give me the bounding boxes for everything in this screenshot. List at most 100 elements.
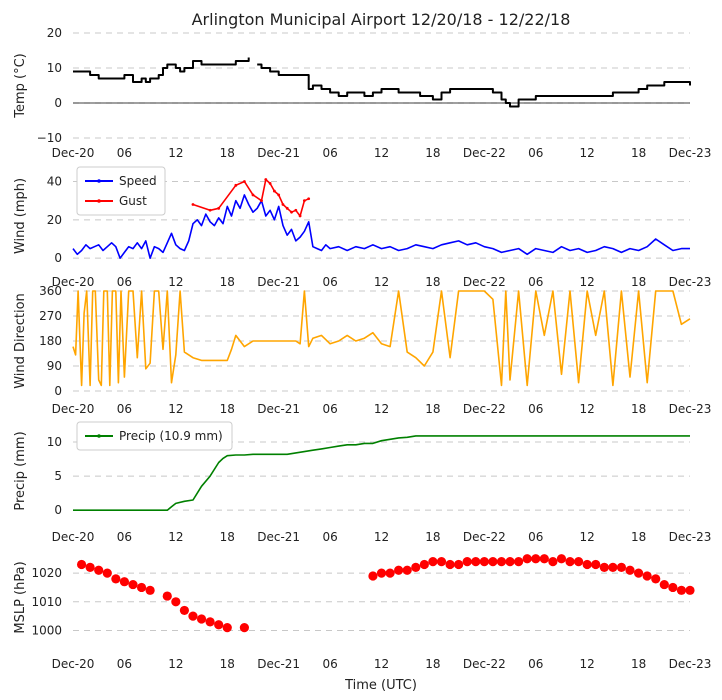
x-tick-label: 12 (374, 402, 389, 416)
point-gust (260, 199, 263, 203)
x-tick-label: 18 (631, 530, 646, 544)
x-tick-label: 12 (168, 657, 183, 671)
y-tick-label: 20 (47, 213, 62, 227)
point-mslp (402, 565, 412, 575)
x-tick-label: 06 (322, 657, 337, 671)
point-gust (242, 180, 246, 183)
x-tick-label: 12 (580, 530, 595, 544)
point-mslp (599, 562, 609, 572)
x-tick-label: 12 (374, 530, 389, 544)
series-line-direction (72, 290, 691, 387)
y-tick-label: −10 (37, 131, 62, 145)
x-tick-label: Dec-23 (669, 275, 712, 289)
point-mslp (145, 585, 155, 595)
point-mslp (214, 620, 224, 630)
point-mslp (582, 559, 592, 570)
point-mslp (205, 617, 215, 627)
y-tick-label: 1020 (31, 566, 62, 580)
y-tick-label: 5 (54, 469, 62, 483)
x-tick-label: 12 (168, 146, 183, 160)
point-mslp (505, 557, 515, 567)
point-mslp (76, 559, 87, 570)
x-tick-label: Dec-23 (669, 402, 712, 416)
point-gust (264, 178, 268, 181)
point-mslp (556, 554, 567, 564)
point-mslp (676, 585, 687, 595)
point-gust (281, 203, 285, 206)
y-tick-label: 0 (54, 96, 62, 110)
point-mslp (111, 574, 121, 584)
y-tick-label: 1000 (31, 624, 62, 638)
x-tick-label: Dec-20 (52, 275, 95, 289)
point-mslp (462, 557, 472, 567)
point-mslp (496, 557, 507, 567)
point-mslp (479, 557, 489, 567)
point-mslp (222, 623, 232, 633)
x-tick-label: 12 (374, 275, 389, 289)
series-line-precip (73, 435, 690, 511)
x-tick-label: Dec-20 (52, 146, 95, 160)
legend-marker (97, 434, 101, 438)
point-gust (298, 214, 302, 218)
legend-box (76, 166, 166, 216)
x-tick-label: 12 (168, 275, 183, 289)
y-axis-label: Precip (mm) (13, 431, 28, 510)
x-tick-label: 12 (374, 146, 389, 160)
x-tick-label: Dec-20 (52, 402, 95, 416)
x-tick-label: 12 (580, 657, 595, 671)
point-mslp (668, 582, 678, 593)
y-tick-label: 90 (47, 359, 62, 373)
point-mslp (531, 554, 541, 564)
y-tick-label: 40 (47, 175, 62, 189)
point-mslp (642, 571, 652, 581)
series-line-speed (72, 194, 690, 259)
y-tick-label: 1010 (31, 595, 62, 609)
x-axis-label: Time (UTC) (344, 678, 417, 693)
y-axis-label: Wind Direction (13, 293, 28, 389)
point-gust (251, 193, 255, 197)
x-tick-label: 12 (168, 402, 183, 416)
y-tick-label: 0 (54, 384, 62, 398)
y-axis-label: MSLP (hPa) (13, 561, 28, 633)
point-mslp (94, 565, 104, 575)
x-tick-label: 18 (425, 657, 440, 671)
point-gust (290, 210, 293, 214)
x-tick-label: Dec-21 (257, 402, 300, 416)
x-tick-label: 06 (322, 402, 337, 416)
y-tick-label: 180 (39, 334, 62, 348)
point-mslp (659, 579, 669, 590)
point-gust (191, 203, 195, 206)
point-gust (302, 199, 306, 203)
point-mslp (608, 562, 618, 572)
x-tick-label: 18 (220, 402, 235, 416)
x-tick-label: 18 (425, 146, 440, 160)
x-tick-label: Dec-22 (463, 275, 506, 289)
chart-title: Arlington Municipal Airport 12/20/18 - 1… (192, 10, 571, 29)
x-tick-label: 18 (631, 146, 646, 160)
point-mslp (633, 568, 644, 578)
y-tick-label: 10 (47, 61, 62, 75)
x-tick-label: 18 (425, 530, 440, 544)
x-tick-label: 06 (322, 146, 337, 160)
legend-marker (97, 199, 101, 203)
x-tick-label: Dec-22 (463, 146, 506, 160)
x-tick-label: Dec-23 (669, 657, 712, 671)
x-tick-label: 06 (117, 530, 132, 544)
point-mslp (419, 559, 429, 570)
point-mslp (239, 623, 249, 633)
x-tick-label: Dec-21 (257, 146, 300, 160)
x-tick-label: 18 (220, 146, 235, 160)
x-tick-label: 06 (322, 275, 337, 289)
point-gust (294, 208, 298, 212)
point-mslp (162, 591, 172, 601)
series-line-temp (73, 57, 691, 108)
y-tick-label: 20 (47, 26, 62, 40)
point-mslp (471, 557, 481, 567)
point-mslp (454, 559, 464, 570)
x-tick-label: 06 (117, 146, 132, 160)
x-tick-label: 06 (117, 402, 132, 416)
point-gust (234, 183, 238, 187)
point-mslp (171, 597, 181, 607)
y-tick-label: 360 (39, 284, 62, 298)
